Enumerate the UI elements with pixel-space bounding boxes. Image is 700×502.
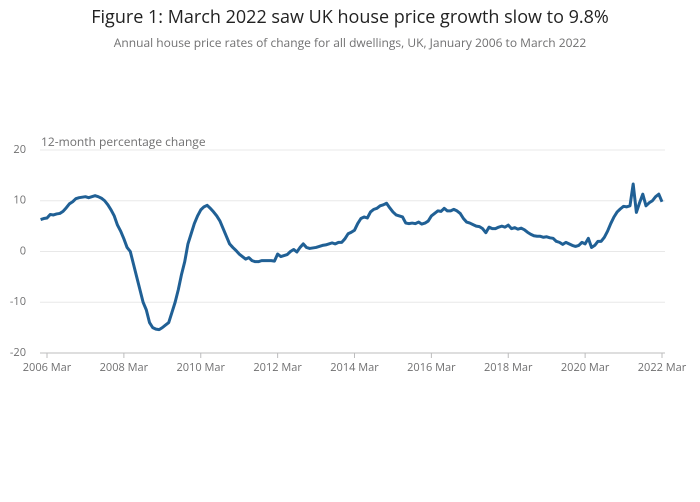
y-tick-label: 10 — [13, 193, 26, 208]
x-tick-label: 2022 Mar — [638, 360, 687, 375]
y-tick-label: 0 — [20, 243, 26, 258]
x-tick-label: 2008 Mar — [100, 360, 149, 375]
chart-title: Figure 1: March 2022 saw UK house price … — [91, 5, 609, 29]
x-tick-label: 2018 Mar — [484, 360, 533, 375]
y-tick-label: 20 — [13, 142, 26, 157]
x-tick-label: 2014 Mar — [330, 360, 379, 375]
x-tick-label: 2020 Mar — [561, 360, 610, 375]
y-axis-label: 12-month percentage change — [41, 133, 206, 150]
x-tick-label: 2016 Mar — [407, 360, 456, 375]
x-tick-label: 2010 Mar — [176, 360, 225, 375]
x-tick-label: 2012 Mar — [253, 360, 302, 375]
chart-subtitle: Annual house price rates of change for a… — [114, 34, 587, 51]
y-tick-label: -20 — [10, 345, 26, 360]
x-tick-label: 2006 Mar — [23, 360, 72, 375]
data-line — [40, 182, 664, 332]
y-tick-label: -10 — [10, 294, 26, 309]
